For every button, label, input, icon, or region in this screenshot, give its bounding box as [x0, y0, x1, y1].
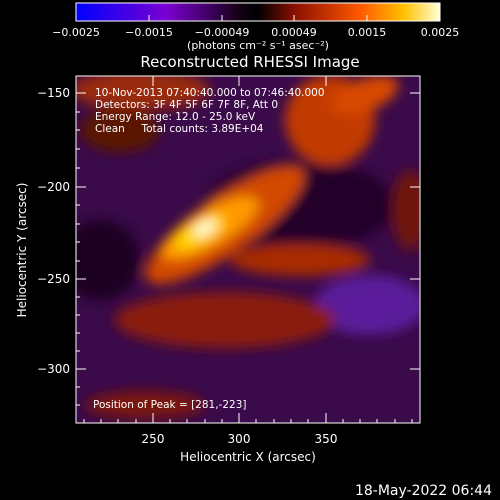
colorbar — [75, 2, 441, 22]
y-axis-ticks — [76, 92, 420, 406]
colorbar-tick-label: 0.0015 — [348, 26, 387, 39]
footer-date: 18-May-2022 06:44 — [355, 483, 492, 499]
colorbar-unit-label: (photons cm⁻² s⁻¹ asec⁻²) — [187, 39, 329, 52]
colorbar-ticks — [75, 15, 441, 21]
annotation-energy: Energy Range: 12.0 - 25.0 keV — [95, 111, 256, 123]
colorbar-tick-label: −0.00049 — [195, 26, 250, 39]
y-axis-label: Heliocentric Y (arcsec) — [15, 183, 29, 318]
peak-position-label: Position of Peak = [281,-223] — [93, 399, 247, 411]
x-tick-label: 350 — [315, 432, 338, 446]
annotation-detectors: Detectors: 3F 4F 5F 6F 7F 8F, Att 0 — [95, 99, 278, 111]
colorbar-tick-label: −0.0025 — [52, 26, 100, 39]
plot-frame — [75, 75, 421, 424]
y-tick-label: −150 — [37, 86, 70, 100]
x-axis-ticks — [83, 76, 413, 423]
colorbar-tick-label: 0.00049 — [271, 26, 317, 39]
colorbar-tick-label: −0.0015 — [125, 26, 173, 39]
annotation-counts: Clean Total counts: 3.89E+04 — [95, 123, 264, 135]
x-axis-label: Heliocentric X (arcsec) — [180, 450, 316, 464]
x-tick-label: 300 — [228, 432, 251, 446]
x-tick-label: 250 — [142, 432, 165, 446]
heatmap-image — [76, 76, 420, 423]
annotation-time: 10-Nov-2013 07:40:40.000 to 07:46:40.000 — [95, 87, 325, 99]
y-tick-label: −250 — [37, 272, 70, 286]
y-tick-label: −300 — [37, 362, 70, 376]
chart-title: Reconstructed RHESSI Image — [140, 53, 359, 71]
colorbar-tick-label: 0.0025 — [421, 26, 460, 39]
y-tick-label: −200 — [37, 180, 70, 194]
